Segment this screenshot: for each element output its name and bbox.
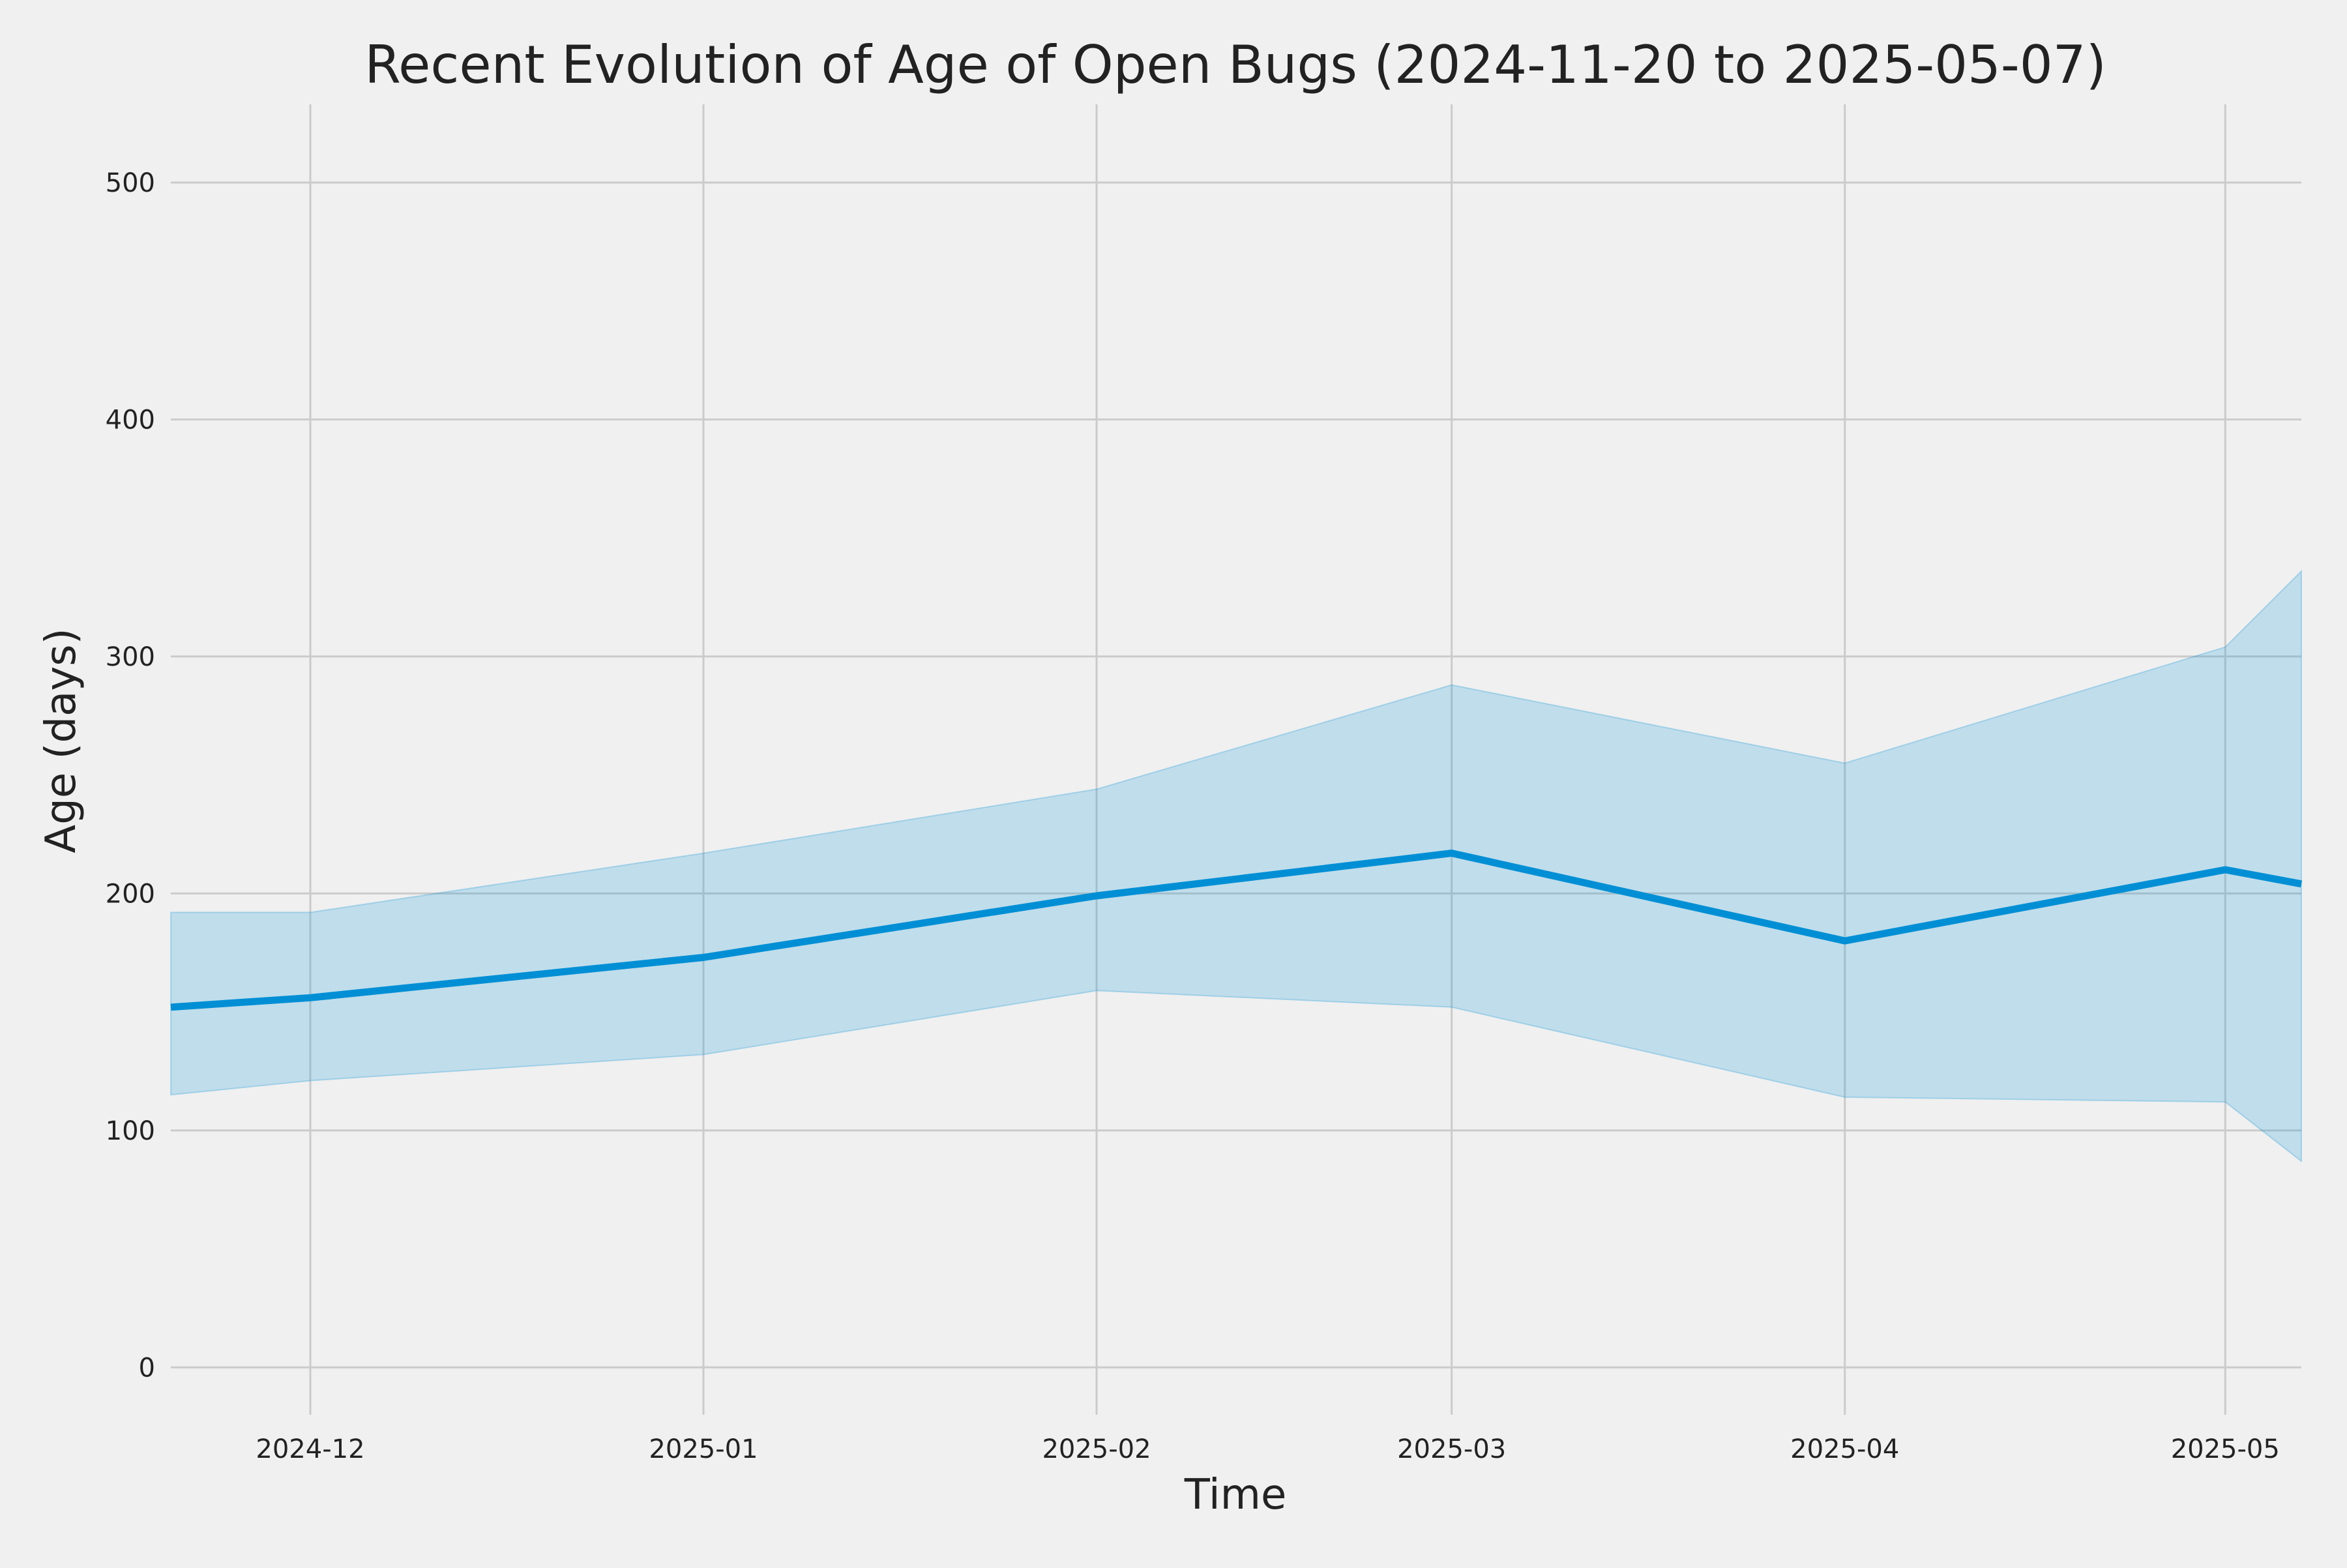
x-tick-label: 2025-05 [2171,1434,2280,1464]
chart-title: Recent Evolution of Age of Open Bugs (20… [364,35,2106,95]
x-tick-labels: 2024-12 2025-01 2025-02 2025-03 2025-04 2025-… [256,1434,2279,1464]
y-axis-title: Age (days) [37,628,85,853]
confidence-band [170,569,2302,1163]
x-tick-label: 2024-12 [256,1434,364,1464]
grid [171,104,2301,1415]
x-axis-title: Time [1184,1471,1287,1519]
series-line-mean-age [170,850,2303,1011]
y-tick-label: 500 [106,168,155,198]
y-tick-label: 0 [139,1353,155,1383]
x-tick-label: 2025-02 [1042,1434,1151,1464]
y-tick-label: 300 [106,642,155,672]
y-tick-label: 200 [106,879,155,909]
series-line-layer [170,850,2303,1011]
x-tick-label: 2025-01 [649,1434,758,1464]
y-tick-labels: 0 100 200 300 400 500 [106,168,155,1383]
x-tick-label: 2025-04 [1790,1434,1899,1464]
confidence-band-layer [170,569,2302,1163]
x-tick-label: 2025-03 [1397,1434,1506,1464]
y-tick-label: 400 [106,405,155,435]
y-tick-label: 100 [106,1116,155,1146]
